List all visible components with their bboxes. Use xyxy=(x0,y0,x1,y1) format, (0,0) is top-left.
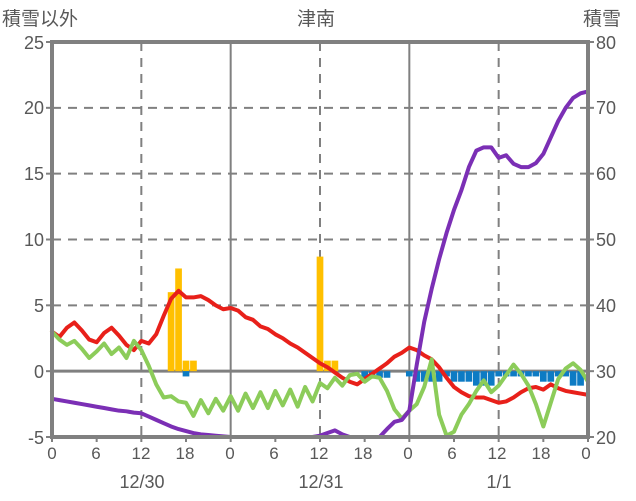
bar-snowfall xyxy=(525,371,532,377)
day-label: 12/31 xyxy=(298,472,344,492)
gridlines xyxy=(52,42,588,437)
bar-snowfall xyxy=(577,371,584,386)
bar-precipitation xyxy=(167,292,175,372)
x-tick: 12 xyxy=(309,444,329,463)
bar-snowfall xyxy=(569,371,577,386)
bar-snowfall xyxy=(450,371,458,382)
bar-snowfall xyxy=(495,371,503,377)
x-tick: 18 xyxy=(175,444,195,463)
bar-precipitation xyxy=(175,268,182,372)
bar-precipitation xyxy=(182,360,190,372)
bar-snowfall xyxy=(383,371,391,378)
x-tick: 6 xyxy=(91,444,101,463)
y-right-tick: 30 xyxy=(596,362,617,382)
bar-snowfall xyxy=(458,371,465,382)
bar-precipitation xyxy=(316,256,324,372)
bar-snowfall xyxy=(472,371,480,386)
x-tick: 0 xyxy=(225,444,235,463)
x-tick: 0 xyxy=(47,444,57,463)
bar-snowfall xyxy=(554,371,562,377)
y-right-tick: 60 xyxy=(596,164,617,184)
bar-snowfall xyxy=(539,371,547,382)
x-tick: 12 xyxy=(131,444,151,463)
x-tick: 12 xyxy=(487,444,507,463)
x-tick: 6 xyxy=(447,444,457,463)
y-right-tick: 70 xyxy=(596,98,617,118)
bar-snowfall xyxy=(420,371,428,382)
y-left-tick: 5 xyxy=(33,296,44,316)
bar-snowfall xyxy=(487,371,495,386)
x-tick: 6 xyxy=(269,444,279,463)
day-label: 12/30 xyxy=(119,472,165,492)
series-line xyxy=(50,288,590,405)
bar-snowfall xyxy=(361,371,369,378)
y-left-tick: 20 xyxy=(23,98,44,118)
y-left-tick: 10 xyxy=(23,230,44,250)
plot-frame xyxy=(46,40,594,442)
left-axis-title: 積雪以外 xyxy=(2,9,79,30)
bar-snowfall xyxy=(435,371,443,382)
chart-title: 津南 xyxy=(297,9,336,30)
x-tick: 18 xyxy=(531,444,551,463)
bar-snowfall xyxy=(465,371,473,382)
x-tick: 18 xyxy=(353,444,373,463)
bar-snowfall xyxy=(562,371,570,377)
bar-precipitation xyxy=(331,360,339,372)
bar-snowfall xyxy=(405,371,413,377)
y-right-tick: 50 xyxy=(596,230,617,250)
right-axis-title: 積雪 xyxy=(583,9,622,30)
bar-snowfall xyxy=(443,371,450,377)
y-right-tick: 40 xyxy=(596,296,617,316)
y-left-tick: -5 xyxy=(27,428,44,448)
x-tick: 0 xyxy=(581,444,591,463)
y-left-tick: 0 xyxy=(33,362,44,382)
x-tick: 0 xyxy=(403,444,413,463)
bar-snowfall xyxy=(532,371,540,377)
bar-precipitation xyxy=(190,360,197,372)
bar-snowfall xyxy=(547,371,555,382)
y-right-tick: 80 xyxy=(596,33,617,53)
day-label: 1/1 xyxy=(486,472,512,492)
y-left-tick: 15 xyxy=(23,164,44,184)
y-right-tick: 20 xyxy=(596,428,617,448)
series-line xyxy=(50,329,590,438)
bar-snowfall xyxy=(182,371,190,377)
bar-snowfall xyxy=(428,371,436,382)
y-left-tick: 25 xyxy=(23,33,44,53)
bar-snowfall xyxy=(510,371,517,377)
bar-snowfall xyxy=(376,371,383,378)
